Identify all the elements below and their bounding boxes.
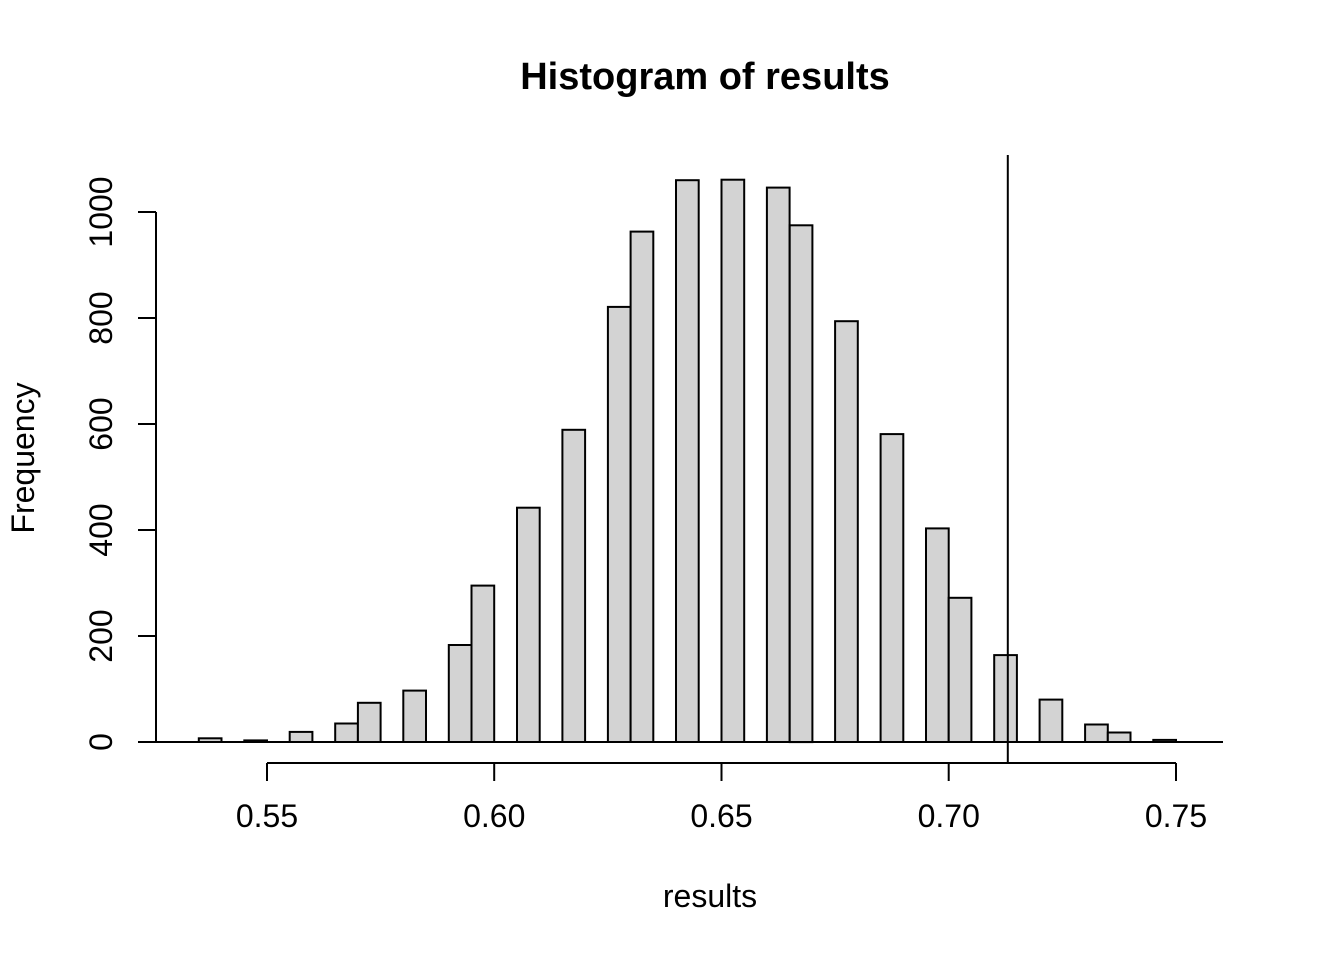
histogram-bar xyxy=(561,428,587,743)
histogram-bar xyxy=(1106,731,1132,743)
y-tick-label: 0 xyxy=(83,733,119,751)
x-axis-title: results xyxy=(662,878,758,914)
histogram-bar xyxy=(402,689,427,743)
histogram-bar xyxy=(675,179,700,743)
histogram-bar xyxy=(1084,723,1109,743)
histogram-bar xyxy=(470,584,496,743)
x-tick-label: 0.70 xyxy=(917,798,980,834)
histogram-bar xyxy=(447,644,473,743)
histogram-bar xyxy=(288,730,314,744)
y-tick-label: 400 xyxy=(83,503,119,557)
histogram-bar xyxy=(947,596,973,743)
histogram-bar xyxy=(925,527,950,744)
histogram-bar xyxy=(629,230,655,743)
histogram-bar xyxy=(356,701,382,743)
histogram-bar xyxy=(1038,698,1064,743)
histogram-bar xyxy=(993,654,1018,743)
y-tick-label: 200 xyxy=(83,609,119,663)
histogram-bar xyxy=(720,178,746,743)
y-axis-title: Frequency xyxy=(5,382,41,534)
y-tick-label: 1000 xyxy=(83,176,119,248)
x-tick-label: 0.55 xyxy=(235,798,299,834)
y-tick-label: 800 xyxy=(83,291,119,345)
chart-title: Histogram of results xyxy=(520,56,890,98)
histogram-bar xyxy=(334,722,359,743)
histogram-bar xyxy=(788,224,814,744)
histogram-bar xyxy=(879,433,905,743)
histogram-bar xyxy=(516,506,541,744)
histogram-bar xyxy=(765,186,791,744)
x-tick-label: 0.60 xyxy=(463,798,526,834)
histogram-bar xyxy=(834,320,859,743)
y-tick-label: 600 xyxy=(83,397,119,451)
x-tick-label: 0.65 xyxy=(690,798,753,834)
x-tick-label: 0.75 xyxy=(1144,798,1208,834)
histogram-bar xyxy=(606,305,632,743)
